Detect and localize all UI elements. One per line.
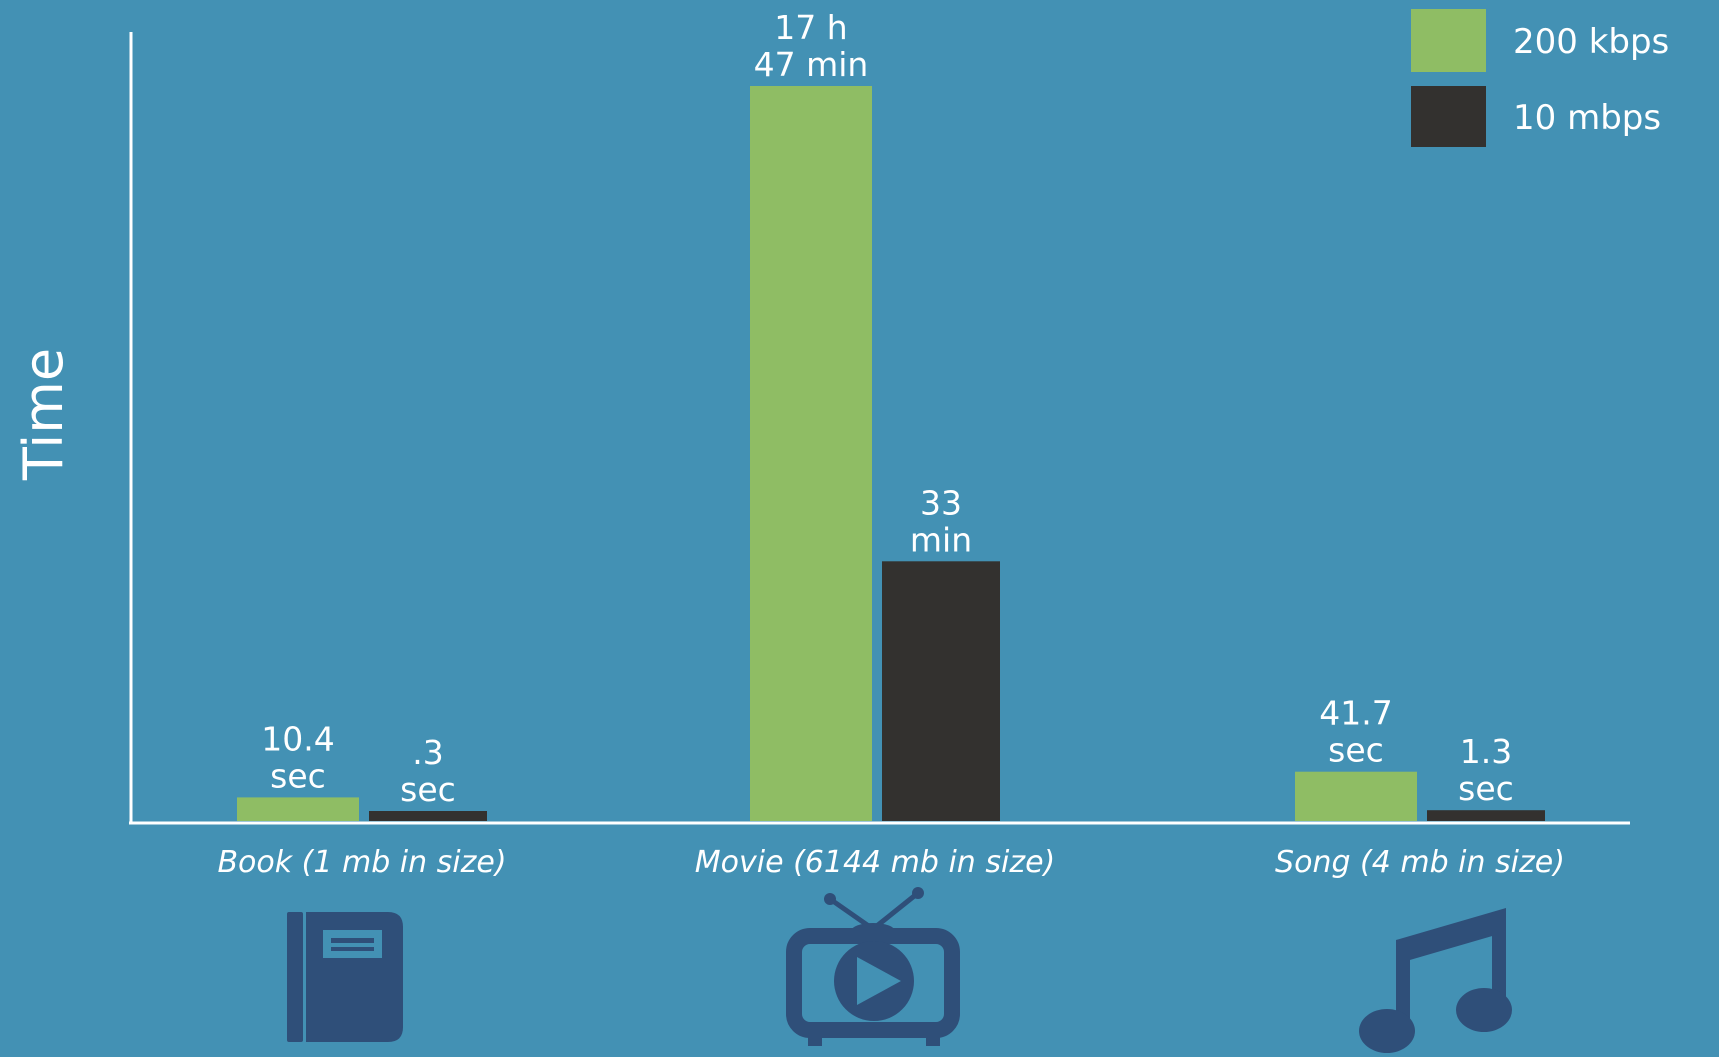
data-label-10mbps-0-line1: sec	[400, 770, 456, 809]
data-label-200kbps-0-line1: sec	[270, 756, 326, 795]
bar-10mbps-1	[882, 561, 1000, 821]
bar-200kbps-2	[1295, 771, 1417, 821]
data-label-10mbps-2-line1: sec	[1458, 769, 1514, 808]
legend: 200 kbps 10 mbps	[1411, 9, 1669, 147]
data-label-200kbps-2-line0: 41.7	[1319, 694, 1392, 733]
data-label-10mbps-1-line1: min	[910, 520, 972, 559]
bar-200kbps-0	[237, 797, 359, 821]
category-label-1: Movie (6144 mb in size)	[695, 845, 1055, 880]
legend-label-200kbps: 200 kbps	[1513, 22, 1669, 62]
bar-200kbps-1	[750, 86, 872, 821]
data-label-200kbps-1-line0: 17 h	[774, 8, 847, 47]
category-label-2: Song (4 mb in size)	[1275, 845, 1565, 880]
y-axis-label: Time	[12, 348, 75, 481]
category-label-0: Book (1 mb in size)	[217, 845, 506, 880]
data-label-200kbps-0-line0: 10.4	[261, 719, 334, 758]
legend-swatch-10mbps	[1411, 86, 1486, 147]
legend-label-10mbps: 10 mbps	[1513, 98, 1661, 138]
data-label-10mbps-2-line0: 1.3	[1460, 732, 1512, 771]
music-note-icon	[1359, 908, 1512, 1053]
tv-play-icon	[786, 887, 960, 1046]
bar-10mbps-2	[1427, 810, 1545, 821]
data-label-200kbps-2-line1: sec	[1328, 731, 1384, 770]
legend-swatch-200kbps	[1411, 9, 1486, 72]
data-label-10mbps-1-line0: 33	[920, 483, 962, 522]
bar-10mbps-0	[369, 811, 487, 821]
data-label-200kbps-1-line1: 47 min	[754, 45, 869, 84]
book-icon	[287, 912, 403, 1042]
data-label-10mbps-0-line0: .3	[412, 733, 444, 772]
